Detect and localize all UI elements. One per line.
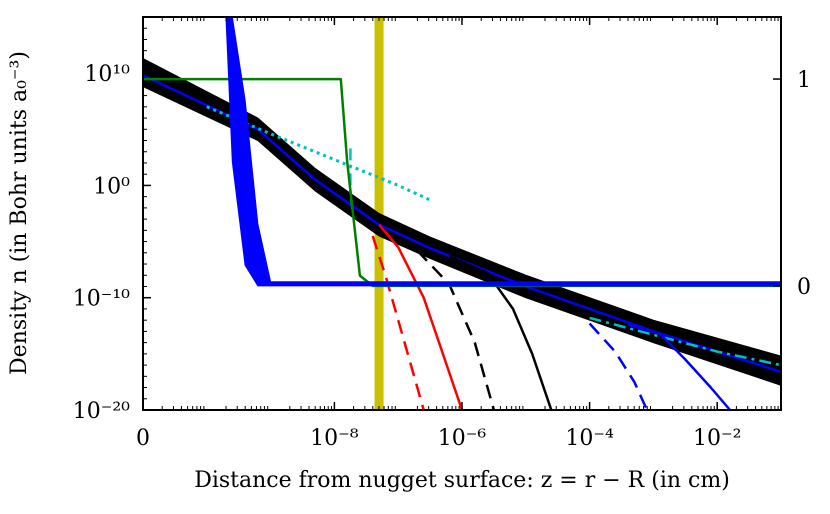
x-tick-label: 10⁻⁸ [310, 426, 359, 451]
blue-dashed [588, 322, 649, 411]
x-tick-label: 0 [136, 426, 150, 451]
right-tick-label: 0 [797, 275, 811, 300]
right-tick-layer: 10 [773, 68, 811, 300]
lines-layer [142, 74, 782, 411]
y-tick-label: 10⁻¹⁰ [73, 287, 130, 312]
x-tick-label: 10⁻⁶ [438, 426, 487, 451]
blue-solid [627, 323, 731, 411]
total-density [142, 74, 782, 373]
y-tick-label: 10⁰ [93, 174, 130, 199]
x-tick-label: 10⁻² [693, 426, 741, 451]
y-tick-layer: 10¹⁰ 10⁰ 10⁻¹⁰ 10⁻²⁰ [73, 16, 151, 424]
x-axis-label: Distance from nugget surface: z = r − R … [194, 468, 730, 493]
y-axis-label: Density n (in Bohr units a₀⁻³) [7, 51, 32, 375]
right-axis-layer [143, 16, 782, 288]
fit-right [589, 316, 782, 367]
black-solid [448, 255, 553, 411]
right-tick-label: 1 [797, 68, 811, 93]
x-tick-label: 10⁻⁴ [565, 426, 614, 451]
blue-step-band [225, 16, 782, 287]
red-dashed [371, 235, 425, 411]
fit-left [206, 105, 431, 202]
black-dashed [416, 249, 496, 411]
red-solid [378, 223, 464, 411]
y-tick-label: 10⁻²⁰ [73, 399, 130, 424]
plot-area [142, 16, 782, 411]
x-tick-layer: 0 10⁻⁸ 10⁻⁶ 10⁻⁴ 10⁻² [136, 17, 779, 451]
y-tick-label: 10¹⁰ [84, 62, 130, 87]
